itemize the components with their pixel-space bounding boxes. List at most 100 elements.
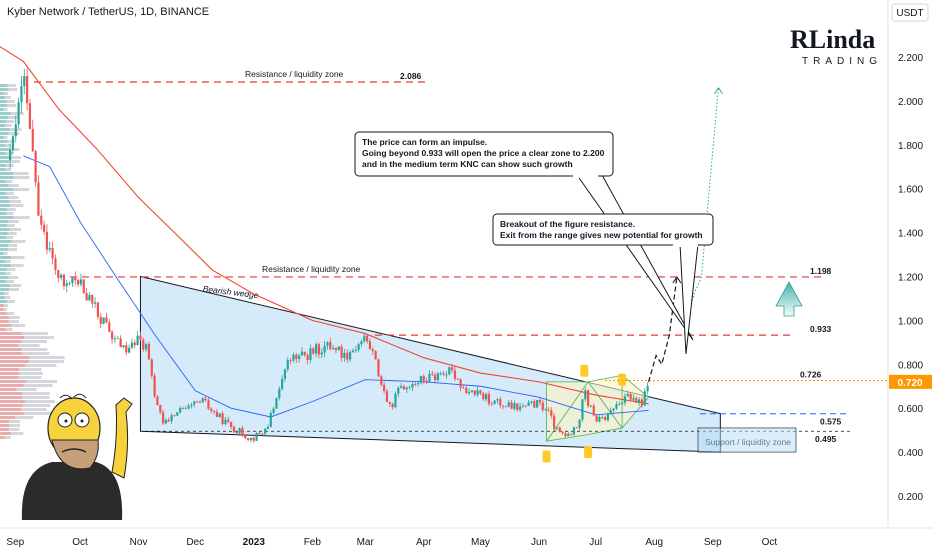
candle-body: [536, 400, 539, 408]
volume-bar: [0, 180, 13, 183]
volume-bar-part: [0, 140, 8, 143]
callout-tail-join: [573, 174, 598, 178]
volume-bar-part: [0, 284, 10, 287]
volume-bar: [0, 360, 65, 363]
candle-body: [598, 417, 601, 422]
candle-body: [176, 412, 179, 416]
candle-body: [289, 360, 292, 361]
candle-body: [312, 348, 315, 354]
candle-body: [94, 302, 97, 304]
candle-body: [555, 427, 559, 429]
volume-bar-part: [0, 296, 5, 299]
zone-label: Resistance / liquidity zone: [262, 264, 361, 274]
volume-bar-part: [0, 244, 8, 247]
volume-bar-part: [0, 380, 26, 383]
candle-body: [79, 279, 83, 285]
time-axis[interactable]: Sep Oct Nov Dec 2023 Feb Mar Apr May Jun Jul Aug Sep…: [6, 537, 777, 548]
candle-body: [575, 427, 578, 429]
candle-body: [445, 374, 448, 376]
level-value: 0.495: [815, 434, 837, 444]
volume-bar-part: [0, 356, 30, 359]
candle-body: [230, 421, 233, 428]
candle-body: [618, 403, 621, 405]
candle-body: [235, 431, 238, 434]
volume-bar-part: [0, 88, 8, 91]
volume-bar-part: [0, 104, 8, 107]
candle-body: [295, 354, 298, 359]
candle-body: [247, 438, 250, 440]
volume-bar: [0, 404, 51, 407]
candle-body: [130, 342, 134, 348]
volume-bar-part: [0, 300, 7, 303]
volume-bar-part: [0, 160, 9, 163]
candle-body: [122, 345, 125, 348]
candle-body: [105, 317, 108, 323]
candle-body: [439, 373, 442, 375]
volume-bar-part: [0, 396, 23, 399]
candle-body: [249, 437, 253, 440]
volume-bar-part: [0, 424, 9, 427]
volume-bar: [0, 168, 12, 171]
candle-body: [145, 343, 148, 350]
volume-bar-part: [0, 136, 4, 139]
candle-body: [524, 405, 527, 407]
candle-body: [456, 378, 459, 380]
candle-body: [366, 335, 369, 342]
volume-bar: [0, 244, 18, 247]
candle-body: [266, 426, 270, 429]
candle-body: [504, 406, 508, 407]
volume-bar-part: [0, 272, 5, 275]
currency-badge[interactable]: USDT: [891, 3, 929, 22]
volume-bar-part: [0, 208, 8, 211]
volume-bar-part: [0, 336, 25, 339]
volume-bar: [0, 304, 8, 307]
volume-bar-part: [0, 92, 4, 95]
volume-bar-part: [0, 368, 19, 371]
candle-body: [453, 370, 457, 379]
candle-body: [502, 405, 505, 407]
volume-bar-part: [0, 432, 11, 435]
candle-body: [547, 409, 550, 411]
candle-body: [337, 346, 340, 351]
candle-body: [411, 384, 414, 388]
volume-bar: [0, 420, 21, 423]
candle-body: [550, 410, 553, 416]
candle-body: [82, 279, 85, 294]
symbol-title[interactable]: Kyber Network / TetherUS, 1D, BINANCE: [7, 6, 209, 18]
volume-bar-part: [0, 100, 7, 103]
candle-body: [43, 224, 46, 232]
volume-bar: [0, 436, 11, 439]
level-lines: 2.086 Resistance / liquidity zone 1.198 Res…: [34, 69, 888, 453]
candle-body: [405, 387, 408, 390]
volume-bar-part: [0, 188, 14, 191]
pattern-area: [546, 374, 650, 442]
candle-body: [561, 431, 564, 434]
candle-body: [113, 338, 117, 340]
volume-bar-part: [0, 132, 9, 135]
candle-body: [340, 346, 343, 358]
candle-body: [487, 394, 491, 404]
volume-bar: [0, 92, 9, 95]
candle-body: [615, 404, 618, 409]
time-tick: Sep: [6, 537, 24, 548]
price-axis[interactable]: 2.200 2.000 1.800 1.600 1.400 1.200 1.000 0.800…: [889, 53, 932, 503]
candle-body: [606, 413, 610, 421]
volume-bar-part: [0, 156, 10, 159]
candle-body: [459, 379, 462, 388]
candle-body: [351, 350, 355, 353]
volume-bar: [0, 428, 20, 431]
price-tick: 0.800: [898, 360, 923, 371]
candle-body: [521, 405, 525, 407]
candle-body: [578, 419, 581, 428]
volume-bar: [0, 324, 26, 327]
candle-body: [88, 294, 91, 301]
volume-bar-part: [0, 312, 7, 315]
candle-body: [167, 419, 170, 422]
volume-bar-part: [0, 420, 10, 423]
volume-bar: [0, 268, 16, 271]
time-tick: May: [471, 537, 490, 548]
volume-bar-part: [0, 172, 13, 175]
candle-body: [485, 394, 488, 400]
volume-bar: [0, 272, 11, 275]
candle-body: [436, 373, 440, 381]
